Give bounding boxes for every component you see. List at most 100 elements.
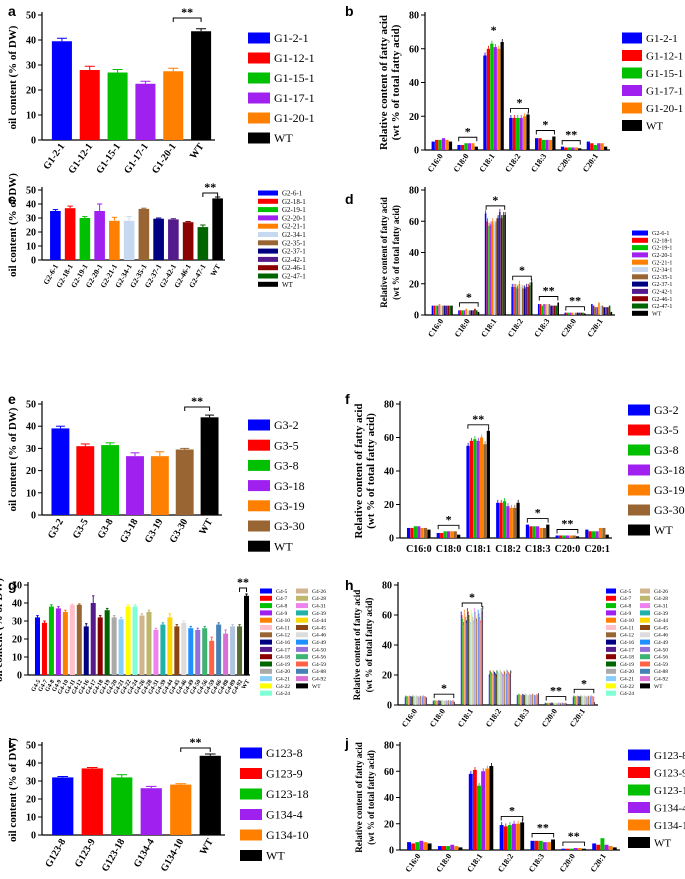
bar xyxy=(482,609,484,705)
bar xyxy=(450,531,454,538)
bar xyxy=(501,675,502,705)
x-tick-label: C18:2 xyxy=(495,544,521,555)
bar xyxy=(498,211,501,315)
bar xyxy=(520,694,522,705)
bar xyxy=(444,700,445,705)
legend-swatch xyxy=(606,654,616,660)
legend-swatch xyxy=(248,32,270,44)
bar xyxy=(519,694,521,705)
bar xyxy=(471,143,475,150)
legend-swatch xyxy=(628,444,650,456)
bar xyxy=(532,693,533,705)
bar xyxy=(438,700,440,705)
bar xyxy=(446,846,451,850)
bar xyxy=(505,676,507,705)
bar xyxy=(591,304,593,315)
bar xyxy=(223,633,229,675)
bar xyxy=(590,143,594,150)
legend-swatch xyxy=(632,288,648,294)
legend-swatch xyxy=(260,683,272,689)
bar xyxy=(450,844,455,850)
bar xyxy=(51,428,70,515)
bar xyxy=(174,626,180,675)
legend-swatch xyxy=(640,632,650,638)
bar xyxy=(588,531,592,538)
bar xyxy=(442,700,444,705)
bar xyxy=(446,700,448,705)
bar xyxy=(453,531,457,538)
bar xyxy=(602,527,606,538)
bar xyxy=(407,842,411,850)
bar xyxy=(481,614,483,705)
bar xyxy=(417,526,421,538)
bar xyxy=(465,619,467,705)
bar xyxy=(517,695,519,705)
bar xyxy=(564,702,565,705)
legend-label: G2-20-1 xyxy=(652,253,672,259)
bar xyxy=(486,430,490,538)
bar xyxy=(495,221,497,315)
legend-swatch xyxy=(240,747,262,759)
bar xyxy=(479,437,484,538)
legend-swatch xyxy=(260,676,272,682)
significance-mark: ** xyxy=(550,684,562,698)
legend-swatch xyxy=(632,252,648,258)
legend-swatch xyxy=(260,668,272,674)
bar xyxy=(408,695,410,705)
legend-swatch xyxy=(628,524,650,536)
bar xyxy=(600,143,604,150)
bar xyxy=(457,534,461,538)
legend-swatch xyxy=(632,267,648,272)
significance-mark: * xyxy=(491,23,497,37)
bar xyxy=(490,43,494,150)
bar xyxy=(545,304,547,315)
x-tick-label: G4-7 xyxy=(38,679,50,693)
significance-mark: ** xyxy=(472,412,484,426)
panel-letter: b xyxy=(345,3,354,19)
legend-label: G4-22 xyxy=(276,684,290,690)
bar xyxy=(548,702,550,705)
bar xyxy=(561,702,562,705)
bar xyxy=(555,305,558,315)
bar xyxy=(574,695,575,705)
significance-bracket xyxy=(526,518,549,523)
legend-swatch xyxy=(606,683,616,689)
bar xyxy=(566,312,568,315)
legend-swatch xyxy=(248,500,270,512)
bar xyxy=(573,695,575,705)
bar xyxy=(575,696,577,705)
legend-label: G4-19 xyxy=(620,662,634,668)
bar xyxy=(460,614,462,705)
significance-mark: ** xyxy=(190,735,202,749)
y-tick-label: 80 xyxy=(409,11,419,22)
legend-swatch xyxy=(632,274,648,280)
bar xyxy=(558,702,560,705)
bar xyxy=(200,417,219,515)
bar xyxy=(568,312,570,315)
bar xyxy=(480,611,482,705)
bar xyxy=(419,695,421,705)
legend-swatch xyxy=(258,198,278,204)
bar xyxy=(422,695,424,705)
legend-swatch xyxy=(248,540,270,552)
bar xyxy=(436,700,438,705)
significance-bracket xyxy=(180,747,211,752)
bar xyxy=(441,700,442,705)
bar xyxy=(605,307,607,315)
x-tick-label: C18:1 xyxy=(477,152,496,174)
bar xyxy=(69,604,75,675)
legend-label: G2-46-1 xyxy=(652,297,672,303)
x-tick-label: G123-8 xyxy=(43,837,68,869)
bar xyxy=(454,846,459,850)
legend-label: G4-5 xyxy=(620,589,632,595)
legend-label: G2-46-1 xyxy=(282,264,306,272)
bar xyxy=(594,307,597,315)
legend-swatch xyxy=(260,654,272,660)
legend-label: WT xyxy=(652,311,662,317)
legend-swatch xyxy=(606,603,616,609)
bar xyxy=(489,673,491,705)
x-tick-label: C20:0 xyxy=(555,544,581,555)
x-tick-label: C18:0 xyxy=(428,707,447,729)
bar xyxy=(539,527,543,538)
